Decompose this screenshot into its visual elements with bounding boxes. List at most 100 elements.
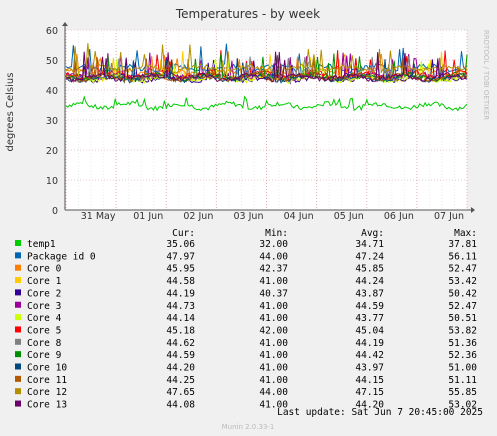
legend-series-name: Core 9 [27, 350, 62, 361]
legend-value-avg: 34.71 [355, 239, 384, 250]
legend-series-name: Core 1 [27, 276, 62, 287]
legend-value-max: 55.85 [448, 387, 477, 398]
legend-value-max: 56.11 [448, 251, 477, 262]
legend-value-max: 50.42 [448, 288, 477, 299]
legend-value-cur: 44.20 [166, 363, 195, 374]
legend-swatch [15, 264, 21, 271]
legend-value-max: 51.00 [448, 363, 477, 374]
x-tick-label: 02 Jun [183, 211, 213, 222]
legend-value-max: 37.81 [448, 239, 477, 250]
y-tick-label: 10 [46, 176, 58, 187]
legend-value-avg: 44.19 [355, 338, 384, 349]
legend-value-cur: 44.73 [166, 301, 195, 312]
legend-series-name: Core 11 [27, 375, 67, 386]
y-tick-label: 50 [46, 56, 58, 67]
legend-swatch [15, 301, 21, 308]
y-tick-label: 60 [46, 26, 58, 37]
x-tick-label: 03 Jun [234, 211, 264, 222]
legend-swatch [15, 338, 21, 345]
legend-swatch [15, 240, 21, 246]
legend-value-avg: 44.59 [355, 301, 384, 312]
legend-value-min: 32.00 [259, 239, 288, 250]
legend-value-min: 41.00 [259, 400, 288, 411]
legend-value-avg: 44.42 [355, 350, 384, 361]
x-tick-label: 04 Jun [284, 211, 314, 222]
legend-series-name: temp1 [27, 239, 56, 250]
x-tick-label: 01 Jun [133, 211, 163, 222]
legend-value-cur: 44.14 [166, 313, 195, 324]
munin-version: Munin 2.0.33-1 [222, 423, 275, 431]
legend-series-name: Core 0 [27, 264, 62, 275]
legend-header: Avg: [361, 228, 384, 239]
series-line [65, 95, 468, 112]
legend-series-name: Core 8 [27, 338, 62, 349]
legend-value-avg: 43.97 [355, 363, 384, 374]
legend-series-name: Core 13 [27, 400, 67, 411]
legend-value-max: 50.51 [448, 313, 477, 324]
legend-value-max: 52.47 [448, 264, 477, 275]
legend-series-name: Core 3 [27, 301, 61, 312]
legend-series-name: Core 2 [27, 288, 61, 299]
legend-swatch [15, 326, 21, 333]
legend-value-min: 41.00 [259, 350, 288, 361]
legend-value-cur: 45.18 [166, 325, 195, 336]
x-tick-label: 31 May [81, 211, 116, 222]
legend-value-cur: 44.25 [166, 375, 195, 386]
legend-value-avg: 43.87 [355, 288, 384, 299]
legend-value-min: 44.00 [259, 387, 288, 398]
legend-series-name: Core 12 [27, 387, 67, 398]
legend-value-cur: 47.97 [166, 251, 195, 262]
y-tick-label: 20 [46, 146, 58, 157]
legend-value-cur: 44.62 [166, 338, 195, 349]
legend-value-cur: 45.95 [166, 264, 195, 275]
legend-value-min: 41.00 [259, 313, 288, 324]
legend-series-name: Package id 0 [27, 251, 96, 262]
legend-swatch [15, 375, 21, 382]
legend-swatch [15, 363, 21, 370]
legend-value-avg: 47.15 [355, 387, 384, 398]
legend-value-min: 41.00 [259, 375, 288, 386]
legend-value-max: 53.02 [448, 400, 477, 411]
x-tick-label: 06 Jun [384, 211, 414, 222]
y-axis-label: degrees Celsius [5, 73, 16, 152]
legend-value-min: 40.37 [259, 288, 288, 299]
legend-header: Max: [454, 228, 477, 239]
legend-value-avg: 47.24 [355, 251, 384, 262]
legend-header: Min: [265, 228, 288, 239]
x-axis-arrow [471, 207, 475, 213]
legend-value-cur: 47.65 [166, 387, 195, 398]
y-tick-label: 30 [46, 116, 58, 127]
legend-swatch [15, 289, 21, 296]
legend-value-cur: 44.59 [166, 350, 195, 361]
y-tick-label: 0 [52, 206, 58, 217]
legend-swatch [15, 277, 21, 284]
legend-series-name: Core 10 [27, 363, 67, 374]
legend-value-avg: 45.85 [355, 264, 384, 275]
series-line [65, 43, 468, 75]
legend-value-min: 41.00 [259, 363, 288, 374]
legend-value-avg: 45.04 [355, 325, 384, 336]
legend-swatch [15, 252, 21, 259]
legend-swatch [15, 388, 21, 395]
x-tick-label: 07 Jun [434, 211, 464, 222]
series-line [65, 51, 468, 83]
y-tick-label: 40 [46, 86, 58, 97]
legend-value-min: 41.00 [259, 338, 288, 349]
legend-swatch [15, 400, 21, 407]
legend-value-max: 51.36 [448, 338, 477, 349]
legend-value-avg: 44.20 [355, 400, 384, 411]
chart-title: Temperatures - by week [175, 7, 320, 21]
y-axis-arrow [62, 22, 68, 26]
legend-swatch [15, 351, 21, 358]
legend-value-min: 42.00 [259, 325, 288, 336]
legend-series-name: Core 4 [27, 313, 62, 324]
legend-value-max: 53.42 [448, 276, 477, 287]
legend-value-min: 41.00 [259, 276, 288, 287]
legend-value-avg: 44.15 [355, 375, 384, 386]
legend-value-min: 44.00 [259, 251, 288, 262]
legend-value-cur: 44.58 [166, 276, 195, 287]
legend-value-avg: 43.77 [355, 313, 384, 324]
legend-value-min: 42.37 [259, 264, 288, 275]
legend-swatch [15, 314, 21, 321]
